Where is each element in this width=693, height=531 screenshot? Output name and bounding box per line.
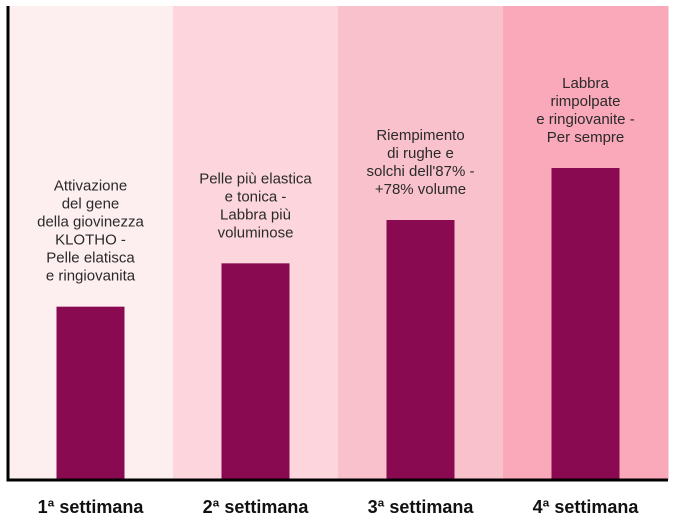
bar-annotation-line: Pelle elatisca (46, 250, 135, 267)
bar-annotation-line: Attivazione (54, 178, 127, 195)
x-axis-labels: 1ª settimana 2ª settimana 3ª settimana 4ª s… (38, 497, 640, 517)
bar-annotation-line: Per sempre (547, 129, 625, 146)
bar-annotation: Attivazione del gene della giovinezza KLOTH… (37, 178, 144, 285)
week-background-bands (8, 6, 669, 480)
bars (56, 168, 620, 480)
bar-annotation-line: del gene (62, 196, 120, 213)
bar-annotation-line: voluminose (218, 224, 294, 241)
bar-annotation-line: rimpolpate (550, 93, 620, 110)
bar (386, 220, 455, 480)
bar-annotation-line: della giovinezza (37, 214, 144, 231)
bar-annotation-line: Labbra (562, 75, 609, 92)
bar-annotation-line: KLOTHO - (55, 232, 126, 249)
x-tick-label: 2ª settimana (203, 497, 310, 517)
bar (56, 306, 125, 480)
bar-annotation-line: di rughe e (387, 145, 454, 162)
bar (551, 168, 620, 480)
bar-annotation-line: Pelle più elastica (199, 170, 312, 187)
bar-annotation-line: e ringiovanite - (536, 111, 634, 128)
x-tick-label: 1ª settimana (38, 497, 145, 517)
bar-annotations: Attivazione del gene della giovinezza KLOTH… (37, 75, 635, 285)
bar-annotation-line: solchi dell'87% - (367, 163, 475, 180)
bar-annotation-line: e ringiovanita (46, 268, 136, 285)
x-tick-label: 4ª settimana (533, 497, 640, 517)
bar (221, 263, 290, 480)
bar-annotation-line: e tonica - (225, 188, 287, 205)
bar-annotation-line: +78% volume (375, 181, 466, 198)
bar-annotation: Pelle più elastica e tonica -Labbra più vo… (199, 170, 312, 241)
axes (6, 6, 668, 482)
bar-annotation: Riempimento di rughe e solchi dell'87% -+7… (367, 127, 475, 198)
x-tick-label: 3ª settimana (368, 497, 475, 517)
bar-annotation: Labbra rimpolpate e ringiovanite -Per semp… (536, 75, 634, 146)
bar-annotation-line: Labbra più (220, 206, 291, 223)
bar-annotation-line: Riempimento (376, 127, 464, 144)
